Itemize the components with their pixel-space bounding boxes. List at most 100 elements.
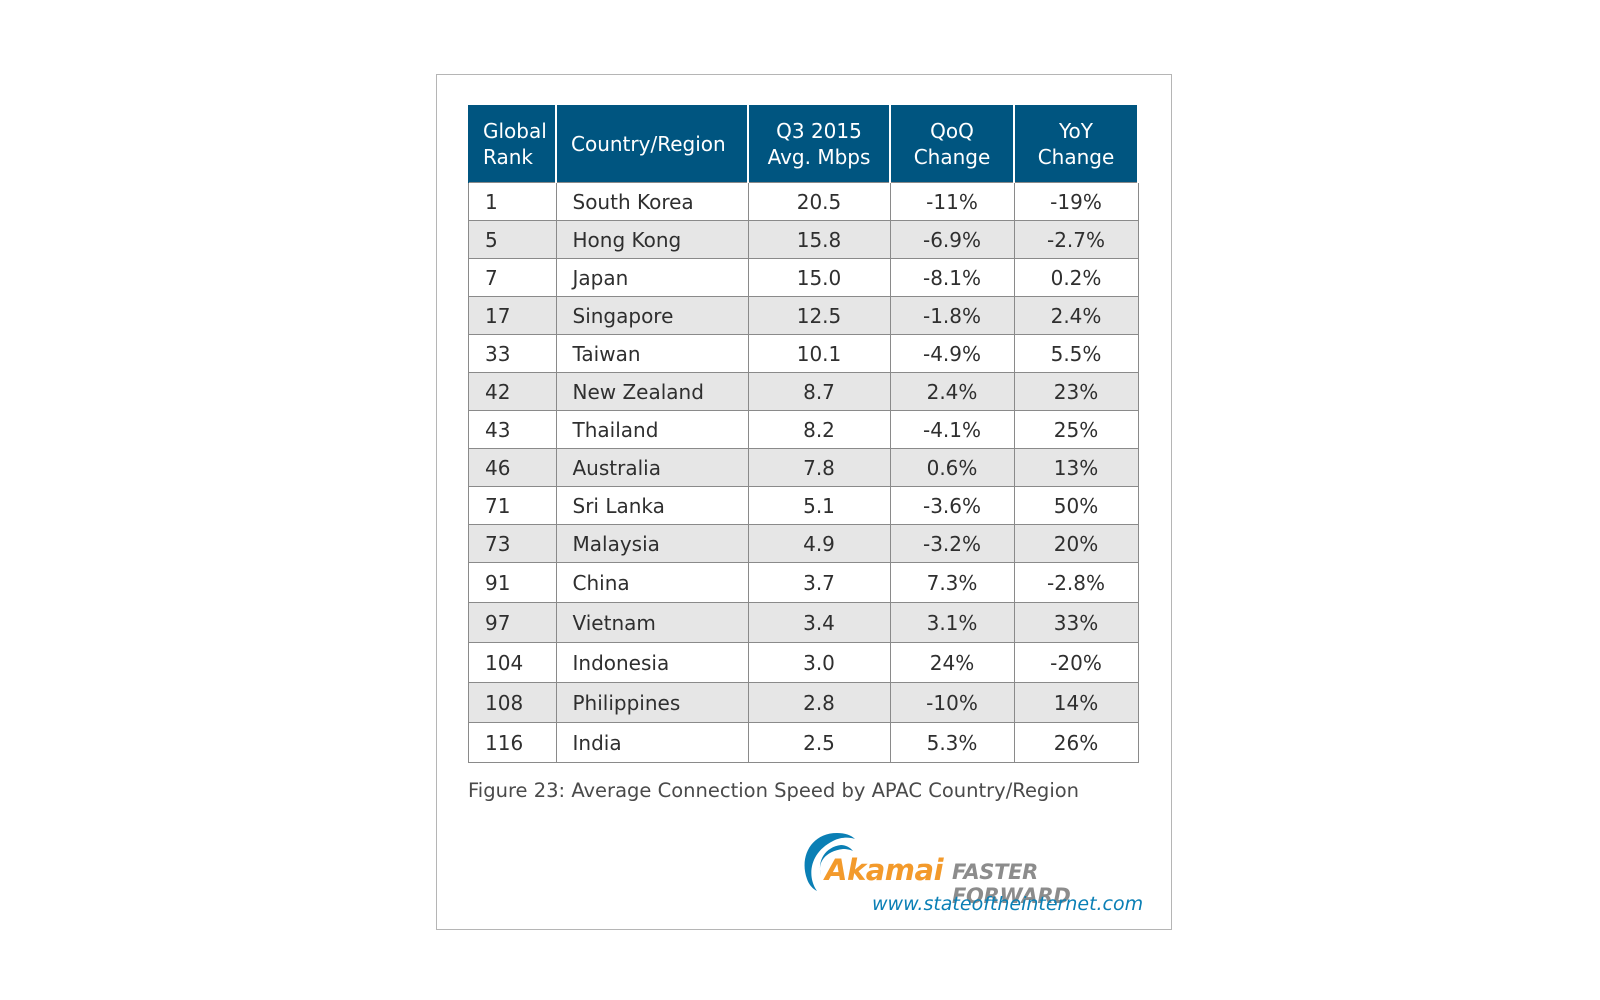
- cell-yoy-change: 0.2%: [1013, 258, 1139, 297]
- cell-qoq-change: -1.8%: [889, 296, 1015, 335]
- cell-country-region: New Zealand: [555, 372, 749, 411]
- akamai-logo: Akamai FASTER FORWARD www.stateoftheinte…: [797, 827, 1157, 917]
- cell-avg-mbps: 5.1: [747, 486, 891, 525]
- cell-qoq-change: -4.9%: [889, 334, 1015, 373]
- cell-global-rank: 7: [468, 258, 557, 297]
- figure-frame: Global Rank Country/Region Q3 2015 Avg. …: [436, 74, 1172, 930]
- cell-country-region: Indonesia: [555, 642, 749, 683]
- cell-global-rank: 43: [468, 410, 557, 449]
- faster-forward-tagline: FASTER FORWARD: [952, 860, 1071, 908]
- cell-yoy-change: 33%: [1013, 602, 1139, 643]
- cell-avg-mbps: 3.0: [747, 642, 891, 683]
- cell-global-rank: 116: [468, 722, 557, 763]
- cell-country-region: Vietnam: [555, 602, 749, 643]
- cell-yoy-change: 23%: [1013, 372, 1139, 411]
- cell-avg-mbps: 3.7: [747, 562, 891, 603]
- cell-yoy-change: -20%: [1013, 642, 1139, 683]
- cell-global-rank: 46: [468, 448, 557, 487]
- table-row: 97 Vietnam 3.4 3.1% 33%: [468, 602, 1139, 643]
- cell-country-region: Malaysia: [555, 524, 749, 563]
- cell-qoq-change: -11%: [889, 182, 1015, 221]
- header-yoy-change: YoY Change: [1013, 105, 1139, 183]
- cell-country-region: Australia: [555, 448, 749, 487]
- cell-avg-mbps: 4.9: [747, 524, 891, 563]
- cell-qoq-change: 7.3%: [889, 562, 1015, 603]
- table-row: 71 Sri Lanka 5.1 -3.6% 50%: [468, 486, 1139, 525]
- cell-yoy-change: 5.5%: [1013, 334, 1139, 373]
- table-row: 42 New Zealand 8.7 2.4% 23%: [468, 372, 1139, 411]
- cell-country-region: Taiwan: [555, 334, 749, 373]
- table-row: 7 Japan 15.0 -8.1% 0.2%: [468, 258, 1139, 297]
- cell-yoy-change: -19%: [1013, 182, 1139, 221]
- cell-global-rank: 108: [468, 682, 557, 723]
- cell-global-rank: 91: [468, 562, 557, 603]
- table-row: 17 Singapore 12.5 -1.8% 2.4%: [468, 296, 1139, 335]
- cell-yoy-change: 2.4%: [1013, 296, 1139, 335]
- cell-avg-mbps: 8.7: [747, 372, 891, 411]
- cell-country-region: China: [555, 562, 749, 603]
- table-header-row: Global Rank Country/Region Q3 2015 Avg. …: [468, 105, 1139, 183]
- cell-yoy-change: -2.8%: [1013, 562, 1139, 603]
- cell-qoq-change: -8.1%: [889, 258, 1015, 297]
- cell-country-region: Thailand: [555, 410, 749, 449]
- cell-qoq-change: 0.6%: [889, 448, 1015, 487]
- cell-yoy-change: 20%: [1013, 524, 1139, 563]
- cell-country-region: Hong Kong: [555, 220, 749, 259]
- cell-qoq-change: -4.1%: [889, 410, 1015, 449]
- akamai-logo-text: Akamai: [825, 853, 944, 887]
- cell-avg-mbps: 10.1: [747, 334, 891, 373]
- cell-qoq-change: 5.3%: [889, 722, 1015, 763]
- table-row: 43 Thailand 8.2 -4.1% 25%: [468, 410, 1139, 449]
- table-body: 1 South Korea 20.5 -11% -19% 5 Hong Kong 15.8 -6…: [468, 182, 1139, 763]
- cell-country-region: Sri Lanka: [555, 486, 749, 525]
- akamai-swoosh-icon: [804, 833, 855, 891]
- cell-yoy-change: 14%: [1013, 682, 1139, 723]
- table-row: 5 Hong Kong 15.8 -6.9% -2.7%: [468, 220, 1139, 259]
- cell-country-region: South Korea: [555, 182, 749, 221]
- table-row: 73 Malaysia 4.9 -3.2% 20%: [468, 524, 1139, 563]
- speed-table: Global Rank Country/Region Q3 2015 Avg. …: [468, 105, 1139, 763]
- cell-global-rank: 97: [468, 602, 557, 643]
- table-row: 1 South Korea 20.5 -11% -19%: [468, 182, 1139, 221]
- cell-yoy-change: 25%: [1013, 410, 1139, 449]
- cell-qoq-change: -3.6%: [889, 486, 1015, 525]
- cell-global-rank: 17: [468, 296, 557, 335]
- cell-global-rank: 71: [468, 486, 557, 525]
- cell-qoq-change: 2.4%: [889, 372, 1015, 411]
- cell-country-region: Philippines: [555, 682, 749, 723]
- cell-qoq-change: -3.2%: [889, 524, 1015, 563]
- cell-qoq-change: 24%: [889, 642, 1015, 683]
- table-row: 33 Taiwan 10.1 -4.9% 5.5%: [468, 334, 1139, 373]
- cell-avg-mbps: 2.8: [747, 682, 891, 723]
- cell-global-rank: 73: [468, 524, 557, 563]
- cell-avg-mbps: 3.4: [747, 602, 891, 643]
- cell-qoq-change: -10%: [889, 682, 1015, 723]
- cell-global-rank: 33: [468, 334, 557, 373]
- cell-global-rank: 104: [468, 642, 557, 683]
- figure-caption: Figure 23: Average Connection Speed by A…: [468, 779, 1080, 802]
- cell-global-rank: 42: [468, 372, 557, 411]
- header-global-rank: Global Rank: [468, 105, 557, 183]
- cell-yoy-change: -2.7%: [1013, 220, 1139, 259]
- table-row: 116 India 2.5 5.3% 26%: [468, 722, 1139, 763]
- state-of-internet-url: www.stateoftheinternet.com: [872, 893, 1144, 915]
- cell-yoy-change: 26%: [1013, 722, 1139, 763]
- table-row: 46 Australia 7.8 0.6% 13%: [468, 448, 1139, 487]
- cell-avg-mbps: 8.2: [747, 410, 891, 449]
- cell-global-rank: 1: [468, 182, 557, 221]
- cell-avg-mbps: 15.0: [747, 258, 891, 297]
- cell-country-region: Japan: [555, 258, 749, 297]
- cell-avg-mbps: 2.5: [747, 722, 891, 763]
- cell-global-rank: 5: [468, 220, 557, 259]
- cell-qoq-change: -6.9%: [889, 220, 1015, 259]
- cell-country-region: Singapore: [555, 296, 749, 335]
- header-avg-mbps: Q3 2015 Avg. Mbps: [747, 105, 891, 183]
- table-row: 104 Indonesia 3.0 24% -20%: [468, 642, 1139, 683]
- cell-avg-mbps: 7.8: [747, 448, 891, 487]
- table-row: 108 Philippines 2.8 -10% 14%: [468, 682, 1139, 723]
- header-country-region: Country/Region: [555, 105, 749, 183]
- cell-avg-mbps: 12.5: [747, 296, 891, 335]
- cell-avg-mbps: 20.5: [747, 182, 891, 221]
- table-row: 91 China 3.7 7.3% -2.8%: [468, 562, 1139, 603]
- cell-yoy-change: 13%: [1013, 448, 1139, 487]
